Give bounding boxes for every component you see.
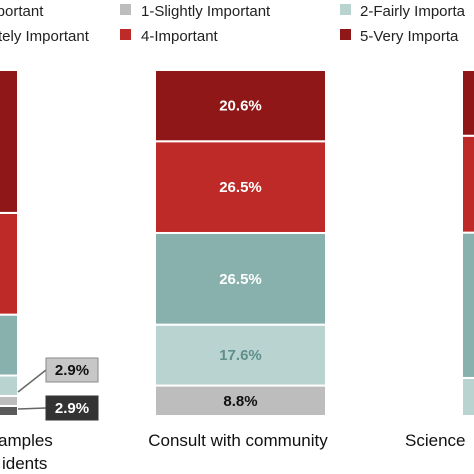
segment-label: 26.5%: [219, 271, 262, 288]
category-labels: amples idents Consult with community Scienc…: [0, 431, 465, 473]
legend-label: 5-Very Importa: [360, 28, 459, 45]
bar-segment: [0, 394, 19, 407]
bars: 8.8% 17.6% 26.5% 26.5% 20.6%: [0, 69, 474, 418]
bar-segment: [0, 211, 19, 316]
legend: Important 1-Slightly Important 2-Fairly Im…: [0, 3, 466, 45]
bar-segment: [154, 384, 327, 418]
bar-segment: [461, 69, 474, 137]
bar-segment: [461, 376, 474, 418]
bar-segment: [0, 374, 19, 397]
legend-label: tely Important: [0, 28, 90, 45]
legend-swatch: [340, 4, 351, 15]
legend-swatch: [120, 4, 131, 15]
bar-segment: [461, 134, 474, 234]
legend-label: Important: [0, 3, 44, 20]
callout-label: 2.9%: [55, 400, 89, 417]
callout-box: [45, 395, 99, 421]
segment-label: 26.5%: [219, 179, 262, 196]
legend-label: 4-Important: [141, 28, 219, 45]
callout-leader: [17, 369, 47, 393]
legend-swatch: [340, 29, 351, 40]
bar-segment: [0, 404, 19, 418]
callout-leader: [17, 407, 47, 410]
callout-label: 2.9%: [55, 362, 89, 379]
legend-label: 2-Fairly Importa: [360, 3, 466, 20]
callout-box: [45, 357, 99, 383]
category-label: amples: [0, 431, 53, 450]
category-label: Consult with community: [148, 431, 328, 450]
bar-segment: [0, 313, 19, 377]
category-label: Science: [405, 431, 465, 450]
segment-label: 17.6%: [219, 347, 262, 364]
callouts: 2.9% 2.9%: [17, 357, 99, 421]
bar-segment: [461, 231, 474, 379]
bar-segment: [0, 69, 19, 214]
legend-label: 1-Slightly Important: [141, 3, 271, 20]
segment-label: 8.8%: [223, 393, 257, 410]
category-label: idents: [2, 454, 47, 473]
legend-swatch: [120, 29, 131, 40]
bar-segment: [154, 69, 327, 143]
segment-label: 20.6%: [219, 98, 262, 115]
